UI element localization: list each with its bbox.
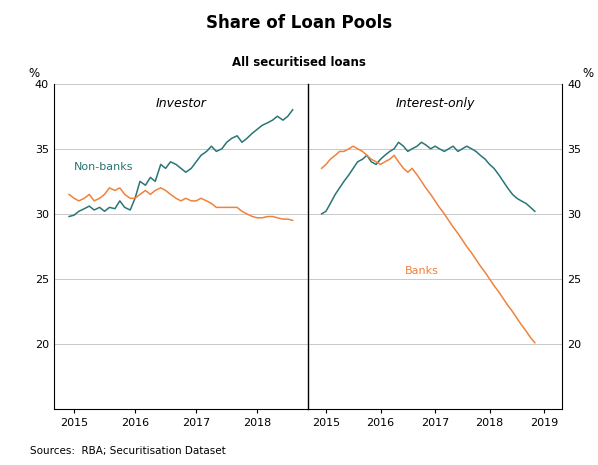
Text: Share of Loan Pools: Share of Loan Pools xyxy=(206,14,392,32)
Text: %: % xyxy=(582,67,594,80)
Text: Banks: Banks xyxy=(404,266,438,276)
Text: Investor: Investor xyxy=(155,97,206,110)
Text: All securitised loans: All securitised loans xyxy=(232,56,366,69)
Text: Sources:  RBA; Securitisation Dataset: Sources: RBA; Securitisation Dataset xyxy=(30,445,225,456)
Text: %: % xyxy=(28,67,39,80)
Text: Non-banks: Non-banks xyxy=(74,162,133,172)
Text: Interest-only: Interest-only xyxy=(395,97,475,110)
